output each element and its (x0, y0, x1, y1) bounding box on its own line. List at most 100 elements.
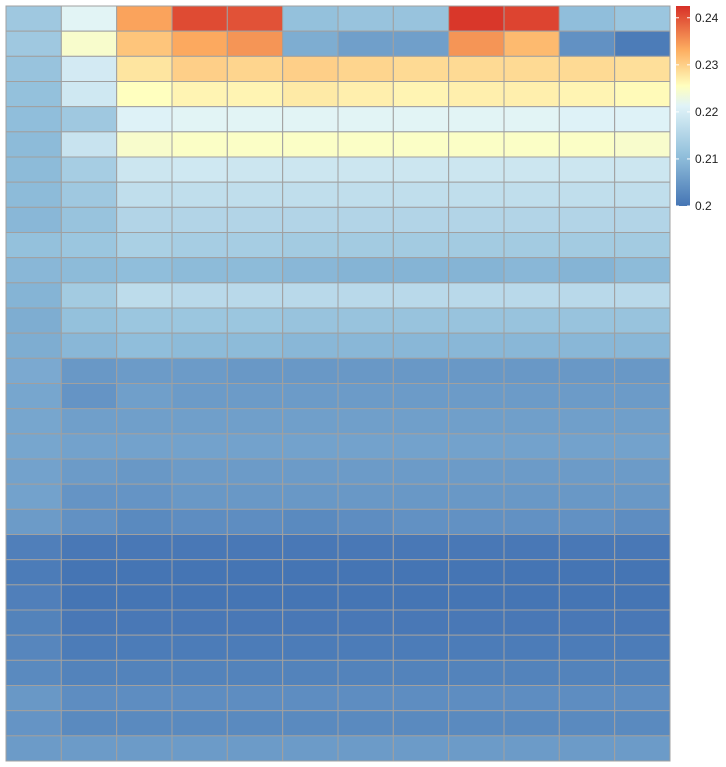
heatmap-cell-r27-c12 (614, 659, 671, 687)
heatmap-cell-r19-c8 (392, 458, 450, 485)
heatmap-cell-r24-c8 (392, 584, 450, 611)
heatmap-cell-r20-c7 (337, 483, 394, 510)
heatmap-cell-r25-c7 (337, 609, 394, 636)
heatmap-cell-r9-c7 (337, 206, 394, 234)
heatmap-cell-r14-c9 (448, 332, 505, 359)
heatmap-cell-r10-c10 (503, 232, 560, 259)
heatmap-cell-r16-c11 (558, 383, 616, 410)
heatmap-cell-r8-c3 (116, 181, 173, 208)
heatmap-cell-r25-c1 (5, 609, 62, 636)
heatmap-cell-r18-c3 (116, 433, 173, 460)
heatmap-cell-r20-c5 (226, 483, 284, 510)
heatmap-cell-r29-c12 (614, 710, 671, 737)
heatmap-cell-r10-c2 (60, 232, 118, 259)
heatmap-cell-r2-c3 (116, 30, 173, 57)
heatmap-cell-r23-c12 (614, 559, 671, 586)
heatmap-cell-r26-c11 (558, 634, 616, 661)
heatmap-cell-r17-c9 (448, 408, 505, 435)
heatmap-cell-r11-c1 (5, 257, 62, 284)
heatmap-cell-r24-c7 (337, 584, 394, 611)
heatmap-cell-r22-c7 (337, 534, 394, 561)
heatmap-cell-r30-c2 (60, 735, 118, 762)
heatmap-cell-r4-c6 (282, 81, 339, 108)
heatmap-cell-r5-c4 (171, 106, 228, 133)
heatmap-cell-r15-c9 (448, 357, 505, 384)
heatmap-cell-r6-c8 (392, 131, 450, 158)
heatmap-cell-r23-c1 (5, 559, 62, 586)
heatmap-cell-r26-c12 (614, 634, 671, 661)
heatmap-cell-r12-c2 (60, 282, 118, 309)
heatmap-cell-r12-c9 (448, 282, 505, 309)
heatmap-cell-r16-c9 (448, 383, 505, 410)
heatmap-cell-r13-c7 (337, 307, 394, 334)
heatmap-cell-r26-c3 (116, 634, 173, 661)
heatmap-cell-r22-c8 (392, 534, 450, 561)
heatmap-cell-r28-c6 (282, 685, 339, 712)
heatmap-cell-r7-c8 (392, 156, 450, 183)
heatmap-cell-r17-c3 (116, 408, 173, 435)
heatmap-cell-r29-c8 (392, 710, 450, 737)
heatmap-cell-r21-c12 (614, 508, 671, 535)
heatmap-cell-r6-c11 (558, 131, 616, 158)
heatmap-cell-r12-c12 (614, 282, 671, 309)
heatmap-cell-r28-c7 (337, 685, 394, 712)
heatmap-cell-r22-c9 (448, 534, 505, 561)
heatmap-cell-r17-c8 (392, 408, 450, 435)
heatmap-cell-r18-c8 (392, 433, 450, 460)
heatmap-cell-r1-c11 (558, 5, 616, 32)
heatmap-cell-r29-c4 (171, 710, 228, 737)
heatmap-cell-r28-c5 (226, 685, 284, 712)
heatmap-cell-r18-c7 (337, 433, 394, 460)
heatmap-cell-r29-c2 (60, 710, 118, 737)
heatmap-cell-r23-c10 (503, 559, 560, 586)
heatmap-cell-r11-c5 (226, 257, 284, 284)
heatmap-cell-r10-c4 (171, 232, 228, 259)
heatmap-cell-r13-c9 (448, 307, 505, 334)
heatmap-cell-r7-c4 (171, 156, 228, 183)
heatmap-cell-r28-c2 (60, 685, 118, 712)
heatmap-cell-r9-c3 (116, 206, 173, 234)
heatmap-cell-r28-c1 (5, 685, 62, 712)
heatmap-cell-r10-c3 (116, 232, 173, 259)
heatmap-cell-r29-c7 (337, 710, 394, 737)
heatmap-cell-r21-c11 (558, 508, 616, 535)
heatmap-cell-r8-c8 (392, 181, 450, 208)
heatmap-cell-r14-c7 (337, 332, 394, 359)
heatmap-cell-r24-c1 (5, 584, 62, 611)
legend-tick-label: 0.2 (695, 199, 712, 213)
heatmap-cell-r15-c4 (171, 357, 228, 384)
heatmap-cell-r11-c12 (614, 257, 671, 284)
heatmap-cell-r30-c9 (448, 735, 505, 762)
heatmap-cell-r23-c8 (392, 559, 450, 586)
heatmap-cell-r20-c12 (614, 483, 671, 510)
heatmap-cell-r18-c9 (448, 433, 505, 460)
heatmap-cell-r9-c4 (171, 206, 228, 234)
heatmap-cell-r30-c4 (171, 735, 228, 762)
heatmap-cell-r22-c2 (60, 534, 118, 561)
heatmap-cell-r5-c11 (558, 106, 616, 133)
heatmap-cell-r27-c9 (448, 659, 505, 687)
heatmap-cell-r10-c5 (226, 232, 284, 259)
heatmap-cell-r18-c4 (171, 433, 228, 460)
heatmap-cell-r4-c3 (116, 81, 173, 108)
heatmap-cell-r1-c9 (448, 5, 505, 32)
heatmap-cell-r14-c4 (171, 332, 228, 359)
heatmap-cell-r13-c6 (282, 307, 339, 334)
heatmap-cell-r12-c1 (5, 282, 62, 309)
heatmap-cell-r1-c12 (614, 5, 671, 32)
heatmap-cell-r6-c5 (226, 131, 284, 158)
heatmap-cell-r14-c2 (60, 332, 118, 359)
heatmap-cell-r17-c7 (337, 408, 394, 435)
heatmap-cell-r17-c12 (614, 408, 671, 435)
heatmap-cell-r27-c10 (503, 659, 560, 687)
heatmap-cell-r14-c8 (392, 332, 450, 359)
heatmap-cell-r17-c5 (226, 408, 284, 435)
heatmap-cell-r25-c3 (116, 609, 173, 636)
heatmap-cell-r4-c4 (171, 81, 228, 108)
heatmap-cell-r13-c12 (614, 307, 671, 334)
heatmap-cell-r25-c5 (226, 609, 284, 636)
heatmap-cell-r11-c2 (60, 257, 118, 284)
heatmap-cell-r11-c6 (282, 257, 339, 284)
heatmap-cell-r20-c3 (116, 483, 173, 510)
